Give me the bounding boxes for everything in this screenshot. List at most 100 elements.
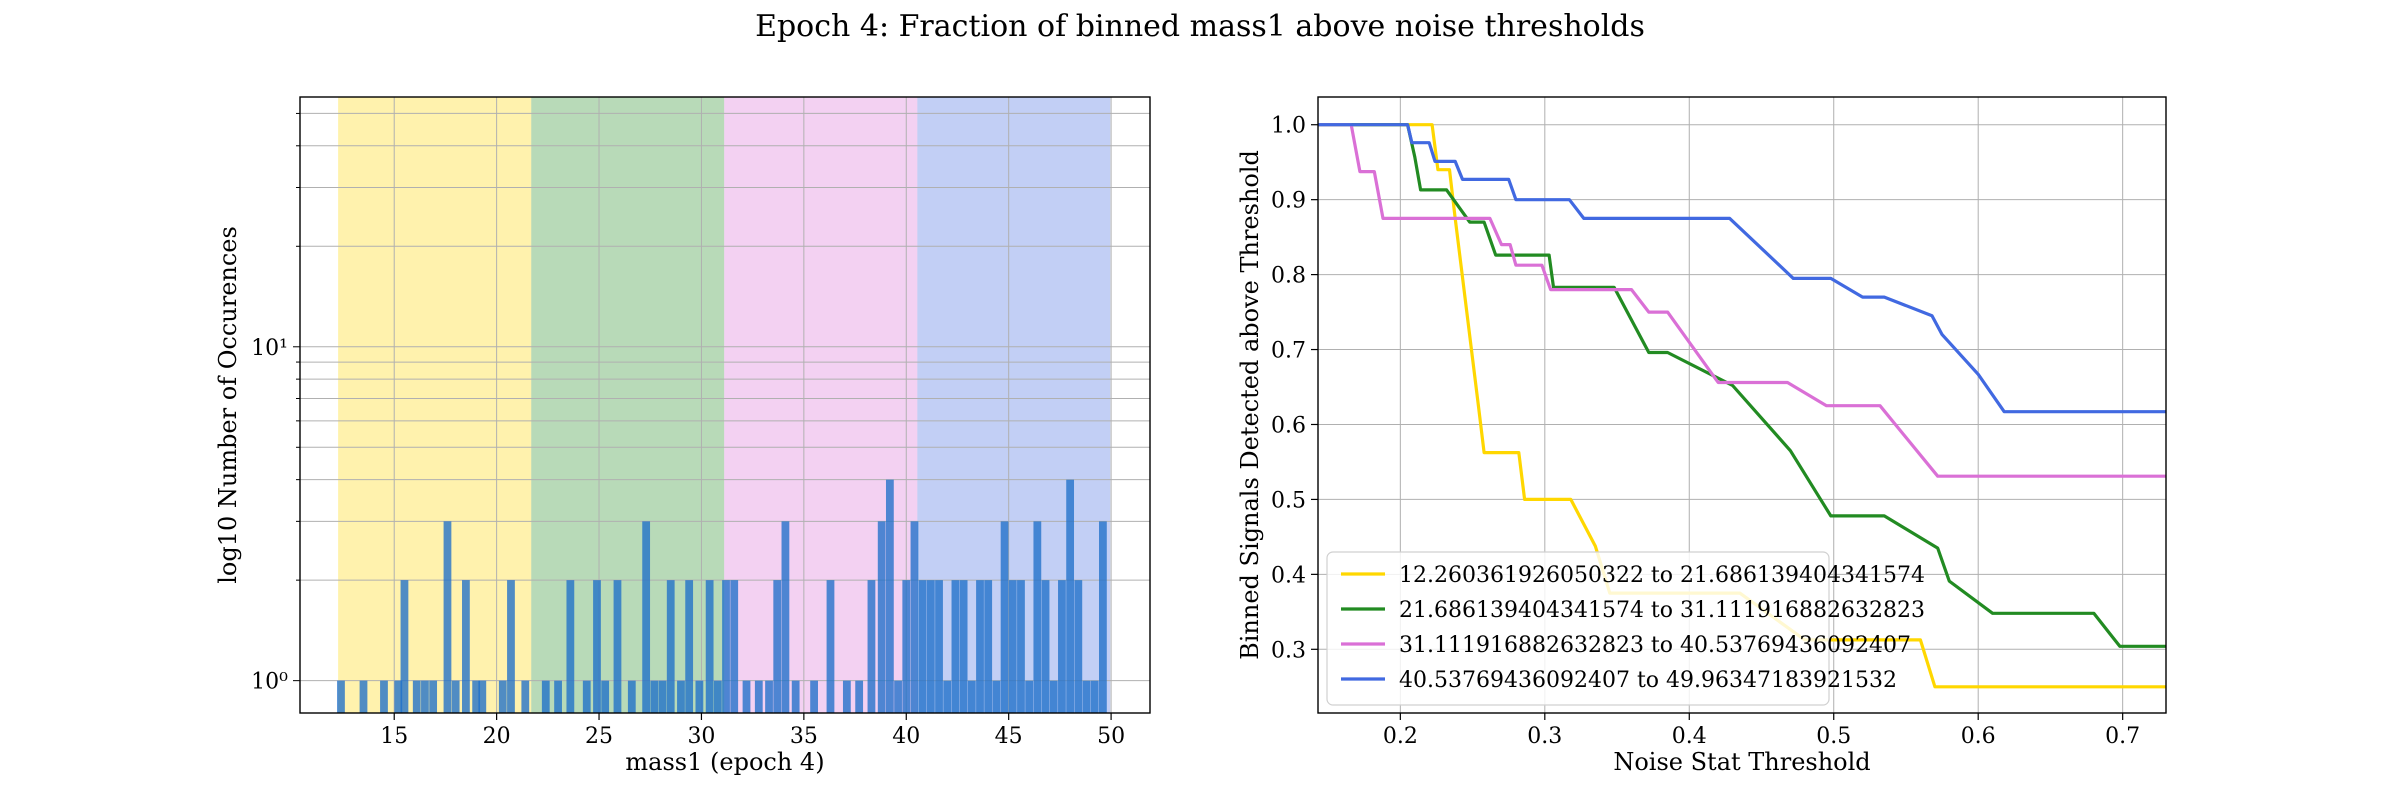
series-line-4: [1318, 123, 2166, 414]
histogram-bar: [1049, 680, 1058, 713]
histogram-bar: [613, 580, 622, 713]
histogram-bar: [478, 680, 487, 713]
x-tick-label: 50: [1097, 724, 1125, 749]
histogram-bar: [765, 680, 773, 713]
histogram-bar: [902, 580, 911, 713]
histogram-bar: [1099, 521, 1107, 713]
histogram-bar: [1082, 680, 1091, 713]
y-tick-label: 0.8: [1271, 264, 1306, 289]
histogram-bar: [722, 580, 730, 713]
histogram-bar: [650, 680, 659, 713]
histogram-bar: [359, 680, 368, 713]
histogram-bar: [992, 680, 1001, 713]
x-tick-label: 0.3: [1527, 724, 1562, 749]
histogram-bar: [943, 680, 952, 713]
x-tick-label: 30: [687, 724, 715, 749]
histogram-bar: [781, 521, 790, 713]
histogram-bar: [926, 580, 935, 713]
histogram-bar: [877, 521, 886, 713]
legend-label-4: 40.53769436092407 to 49.96347183921532: [1399, 668, 1897, 693]
histogram-bar: [443, 521, 452, 713]
histogram-bar: [951, 580, 960, 713]
histogram-bar: [842, 680, 851, 713]
histogram-bar: [959, 580, 968, 713]
histogram-bar: [826, 580, 835, 713]
x-tick-label: 15: [380, 724, 408, 749]
histogram-bar: [658, 680, 667, 713]
histogram-bar: [885, 479, 894, 713]
line-chart-axes-frame: [1317, 96, 2167, 714]
line-chart-legend: 12.260361926050322 to 21.686139404341574…: [1326, 551, 1925, 706]
histogram-bar: [1074, 580, 1083, 713]
histogram-bar: [1033, 521, 1042, 713]
histogram-bar: [713, 680, 722, 713]
histogram-bar: [1090, 680, 1099, 713]
histogram-bar: [421, 680, 429, 713]
histogram-bar: [1066, 479, 1075, 713]
histogram-y-axis-label: log10 Number of Occurences: [214, 226, 242, 584]
x-tick-label: 35: [790, 724, 818, 749]
histogram-bar: [400, 580, 409, 713]
histogram-bar: [695, 680, 704, 713]
histogram-bar: [451, 680, 460, 713]
series-line-2: [1318, 123, 2166, 648]
y-tick-label: 10⁰: [251, 670, 288, 695]
histogram-bar: [429, 680, 438, 713]
histogram-bar: [677, 680, 685, 713]
histogram-bar: [894, 680, 902, 713]
histogram-bar: [1025, 680, 1034, 713]
histogram-bar: [967, 680, 976, 713]
legend-label-1: 12.260361926050322 to 21.686139404341574: [1399, 563, 1925, 588]
histogram-bar: [582, 680, 591, 713]
histogram-bar: [867, 580, 876, 713]
y-tick-label: 0.6: [1271, 413, 1306, 438]
histogram-bar: [337, 680, 345, 713]
histogram-bar: [910, 521, 919, 713]
y-tick-label: 0.9: [1271, 189, 1306, 214]
histogram-bar: [566, 580, 575, 713]
series-line-3: [1318, 123, 2166, 478]
x-tick-label: 40: [892, 724, 920, 749]
legend-box: [1326, 551, 1830, 706]
histogram-bar: [627, 680, 636, 713]
histogram-bar: [601, 680, 610, 713]
line-chart-y-axis-label: Binned Signals Detected above Threshold: [1236, 150, 1264, 660]
histogram-bar: [754, 680, 763, 713]
histogram-bar: [1017, 580, 1025, 713]
histogram-bar: [773, 580, 782, 713]
histogram-bar: [472, 680, 481, 713]
histogram-bar: [855, 680, 864, 713]
histogram-bar: [541, 680, 550, 713]
histogram-bar: [1008, 580, 1017, 713]
histogram-ticks: 15 20 25 30 35 40 45 50 10⁰ 10¹: [251, 112, 1125, 749]
histogram-bar: [521, 680, 530, 713]
x-tick-label: 0.6: [1961, 724, 1996, 749]
histogram-bar: [1058, 580, 1066, 713]
x-tick-label: 0.7: [2105, 724, 2140, 749]
x-tick-label: 20: [483, 724, 511, 749]
legend-label-3: 31.111916882632823 to 40.53769436092407: [1399, 633, 1911, 658]
mass-band-1: [338, 97, 532, 713]
y-tick-label: 1.0: [1271, 114, 1306, 139]
histogram-bar: [730, 580, 739, 713]
histogram-bar: [742, 680, 751, 713]
histogram-bar: [642, 521, 651, 713]
histogram-bar: [984, 580, 993, 713]
legend-label-2: 21.686139404341574 to 31.111916882632823: [1399, 598, 1925, 623]
histogram-bar: [462, 580, 470, 713]
y-tick-label: 10¹: [251, 336, 288, 361]
histogram-bar: [918, 580, 927, 713]
histogram-bar: [1000, 521, 1009, 713]
histogram-bar: [412, 680, 421, 713]
histogram-bar: [554, 680, 562, 713]
x-tick-label: 0.5: [1816, 724, 1851, 749]
x-tick-label: 0.4: [1672, 724, 1707, 749]
y-tick-label: 0.4: [1271, 563, 1306, 588]
y-tick-label: 0.3: [1271, 638, 1306, 663]
histogram-bar: [685, 580, 694, 713]
x-tick-label: 45: [995, 724, 1023, 749]
histogram-bar: [380, 680, 388, 713]
histogram-bar: [705, 580, 714, 713]
histogram-bar: [394, 680, 403, 713]
mass-band-2: [531, 97, 725, 713]
